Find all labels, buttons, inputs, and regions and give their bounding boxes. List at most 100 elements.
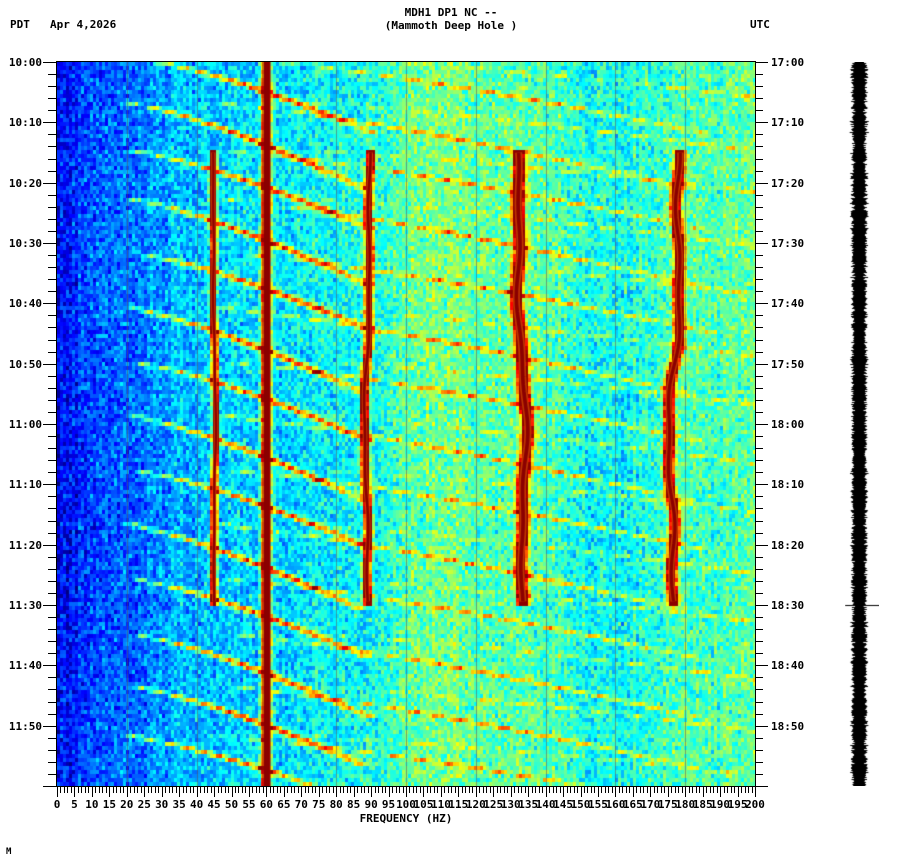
x-tick-label: 30 — [155, 798, 169, 811]
x-tick-minor — [675, 787, 676, 793]
x-tick-minor — [350, 787, 351, 793]
x-tick-minor — [305, 787, 306, 793]
x-tick-minor — [622, 787, 623, 793]
x-tick-major — [615, 787, 616, 797]
x-tick-major — [668, 787, 669, 797]
x-tick-minor — [280, 787, 281, 793]
x-axis-title: FREQUENCY (HZ) — [359, 812, 453, 825]
x-tick-major — [249, 787, 250, 797]
x-tick-minor — [64, 787, 65, 793]
x-tick-minor — [608, 787, 609, 793]
x-tick-minor — [553, 787, 554, 793]
x-tick-minor — [148, 787, 149, 793]
x-tick-major — [214, 787, 215, 797]
y-left-tick-minor — [48, 653, 56, 654]
x-tick-minor — [172, 787, 173, 793]
y-left-tick-minor — [48, 569, 56, 570]
x-tick-minor — [643, 787, 644, 793]
y-left-tick-minor — [48, 291, 56, 292]
x-tick-minor — [403, 787, 404, 793]
x-tick-label: 95 — [381, 798, 396, 811]
x-tick-minor — [567, 787, 568, 793]
x-tick-minor — [252, 787, 253, 793]
x-tick-minor — [99, 787, 100, 793]
x-tick-minor — [245, 787, 246, 793]
x-tick-label: 0 — [53, 798, 61, 811]
x-tick-minor — [298, 787, 299, 793]
x-tick-minor — [434, 787, 435, 793]
y-left-tick-minor — [48, 340, 56, 341]
x-tick-minor — [682, 787, 683, 793]
x-tick-label: 175 — [657, 798, 678, 811]
x-tick-label: 50 — [224, 798, 239, 811]
x-tick-minor — [420, 787, 421, 793]
y-right-tick-minor — [755, 617, 763, 618]
y-left-tick-minor — [48, 629, 56, 630]
x-tick-minor — [727, 787, 728, 793]
y-left-time-label: 11:30 — [8, 599, 42, 612]
x-tick-minor — [155, 787, 156, 793]
y-right-tick-minor — [755, 207, 763, 208]
x-tick-minor — [570, 787, 571, 793]
y-left-tick-minor — [48, 641, 56, 642]
x-tick-minor — [664, 787, 665, 793]
x-tick-minor — [392, 787, 393, 793]
y-right-time-label: 17:40 — [771, 297, 805, 311]
x-tick-minor — [427, 787, 428, 793]
x-tick-minor — [717, 787, 718, 793]
y-right-tick-minor — [755, 291, 763, 292]
y-right-tick-minor — [755, 460, 763, 461]
x-tick-minor — [71, 787, 72, 793]
x-tick-minor — [542, 787, 543, 793]
y-right-tick-minor — [755, 279, 763, 280]
y-right-tick-minor — [755, 340, 763, 341]
x-tick-minor — [451, 787, 452, 793]
x-tick-label: 10 — [85, 798, 99, 811]
y-right-time-label: 17:10 — [771, 116, 805, 130]
x-tick-minor — [678, 787, 679, 793]
x-tick-label: 180 — [675, 798, 696, 811]
x-tick-minor — [556, 787, 557, 793]
y-left-time-label: 10:20 — [8, 176, 42, 190]
y-left-tick-major — [43, 183, 56, 184]
x-tick-label: 15 — [102, 798, 116, 811]
y-left-time-label: 10:50 — [8, 357, 42, 371]
x-tick-minor — [626, 787, 627, 793]
x-tick-minor — [752, 787, 753, 793]
y-left-tick-major — [43, 665, 56, 666]
x-tick-major — [581, 787, 582, 797]
x-tick-minor — [514, 787, 515, 793]
x-tick-minor — [364, 787, 365, 793]
x-tick-minor — [661, 787, 662, 793]
x-tick-minor — [532, 787, 533, 793]
y-left-tick-minor — [48, 171, 56, 172]
y-left-tick-minor — [48, 98, 56, 99]
x-tick-major — [144, 787, 145, 797]
x-tick-minor — [235, 787, 236, 793]
spectrogram-plot[interactable] — [57, 62, 755, 786]
x-tick-major — [197, 787, 198, 797]
x-tick-major — [650, 787, 651, 797]
y-left-tick-minor — [48, 146, 56, 147]
x-tick-minor — [640, 787, 641, 793]
x-tick-minor — [500, 787, 501, 793]
y-right-tick-minor — [755, 195, 763, 196]
x-tick-label: 65 — [277, 798, 291, 811]
x-tick-major — [57, 787, 58, 797]
x-tick-minor — [591, 787, 592, 793]
y-left-tick-major — [43, 726, 56, 727]
x-tick-label: 80 — [329, 798, 343, 811]
x-tick-minor — [238, 787, 239, 793]
x-tick-major — [301, 787, 302, 797]
y-left-tick-major — [43, 303, 56, 304]
axis-top-line — [56, 61, 756, 62]
y-left-tick-major — [43, 62, 56, 63]
y-left-tick-minor — [48, 581, 56, 582]
y-left-tick-minor — [48, 255, 56, 256]
axis-left-line — [56, 62, 57, 787]
y-left-tick-minor — [48, 376, 56, 377]
x-tick-minor — [539, 787, 540, 793]
x-tick-minor — [521, 787, 522, 793]
y-right-time-label: 18:00 — [771, 418, 805, 431]
x-tick-major — [74, 787, 75, 797]
